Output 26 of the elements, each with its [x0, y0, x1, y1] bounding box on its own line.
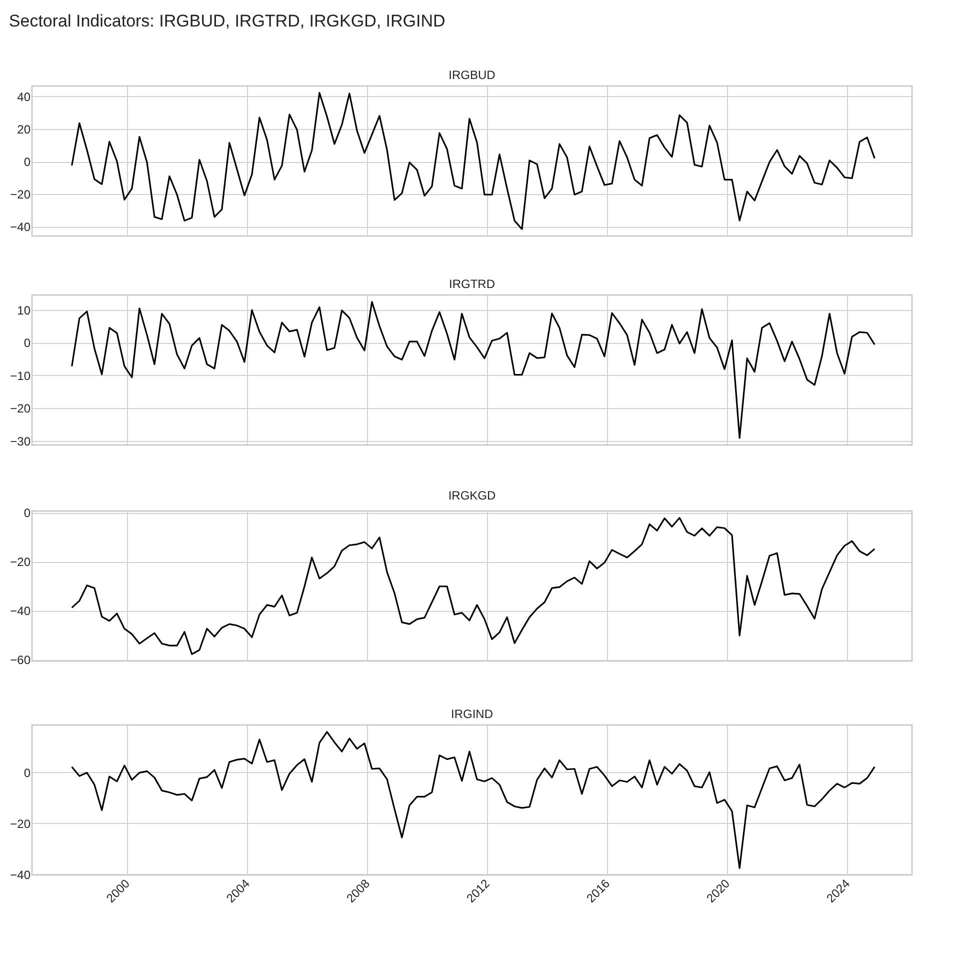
y-tick-label: −20 — [10, 816, 31, 831]
y-tick-label: −20 — [10, 555, 31, 570]
chart-title: IRGKGD — [448, 488, 496, 503]
chart-subtitle: IRGBUD — [448, 68, 496, 82]
chart-title: Sectoral Indicators: IRGBUD, IRGTRD, IRGKGD, IRGIND — [8, 11, 446, 30]
line-series — [71, 517, 876, 655]
line-series — [71, 301, 876, 439]
y-tick-label: 40 — [17, 90, 31, 104]
y-tick-label: 0 — [24, 336, 31, 350]
line-series — [71, 92, 876, 230]
y-tick-label: 0 — [24, 155, 31, 170]
line-series — [71, 731, 876, 869]
y-tick-label: −30 — [10, 434, 31, 449]
y-tick-label: −40 — [10, 220, 31, 234]
y-tick-label: −60 — [10, 653, 31, 668]
y-tick-label: −40 — [10, 604, 31, 618]
y-tick-label: −20 — [10, 188, 31, 202]
chart-title: IRGIND — [451, 707, 494, 721]
y-tick-label: −40 — [10, 868, 31, 882]
y-tick-label: −20 — [10, 402, 31, 416]
chart-title: IRGTRD — [449, 277, 496, 291]
y-tick-label: −10 — [10, 368, 31, 383]
y-tick-label: 0 — [24, 506, 31, 520]
y-tick-label: 20 — [17, 122, 31, 136]
y-tick-label: 0 — [24, 766, 31, 780]
y-tick-label: 10 — [17, 303, 31, 318]
